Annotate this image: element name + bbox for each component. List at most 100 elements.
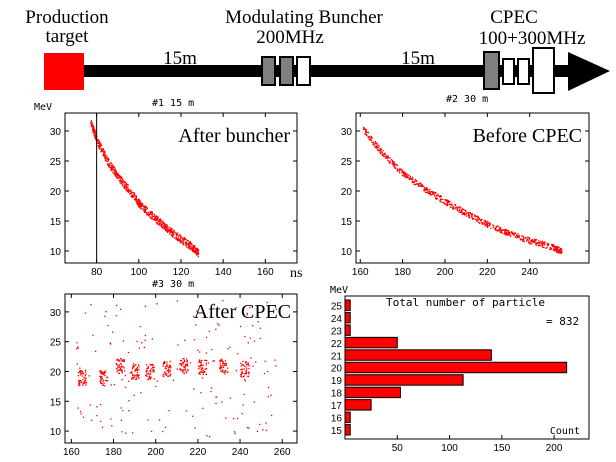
scatter-point — [161, 226, 164, 229]
scatter-point — [166, 374, 168, 376]
scatter-point — [141, 202, 144, 205]
scatter-point — [219, 365, 222, 367]
scatter-point — [418, 184, 420, 186]
scatter-point — [206, 359, 208, 362]
scatter-point — [477, 221, 480, 224]
scatter-point — [539, 242, 541, 244]
scatter-point — [119, 177, 121, 180]
scatter-point — [528, 238, 530, 241]
scatter-point — [116, 359, 118, 361]
scatter-point — [199, 371, 201, 373]
scatter-point — [535, 242, 537, 244]
scatter-point — [99, 371, 102, 373]
scatter-point — [186, 242, 188, 245]
scatter-point — [103, 374, 105, 376]
scatter-point — [492, 224, 495, 227]
scatter-point — [132, 196, 135, 198]
scatter-point — [137, 202, 139, 204]
scatter-point — [117, 174, 119, 176]
scatter-point — [101, 150, 103, 153]
scatter-point — [489, 224, 491, 226]
beam-pipe — [84, 65, 574, 77]
y-tick-label: 30 — [341, 127, 353, 138]
scatter-point — [499, 228, 501, 231]
scatter-point — [204, 359, 207, 362]
scatter-point — [205, 373, 207, 376]
scatter-point — [448, 204, 450, 206]
scatter-point — [118, 176, 121, 178]
scatter-point — [481, 223, 483, 225]
scatter-point — [164, 227, 167, 229]
scatter-point — [135, 195, 137, 197]
scatter-point — [245, 361, 247, 363]
scatter-point — [504, 233, 506, 235]
scatter-point — [146, 369, 148, 372]
scatter-point — [172, 379, 175, 381]
scatter-point — [407, 176, 409, 179]
scatter-point — [180, 240, 182, 242]
scatter-point — [150, 370, 152, 372]
scatter-point — [458, 211, 461, 213]
scatter-point — [176, 368, 178, 370]
scatter-point — [489, 222, 491, 225]
scatter-point — [202, 373, 204, 375]
scatter-point — [499, 231, 501, 233]
y-tick-label: 16 — [331, 414, 343, 425]
panel-title: Before CPEC — [473, 125, 582, 147]
scatter-point — [156, 380, 158, 382]
scatter-point — [473, 215, 476, 217]
scatter-point — [196, 248, 198, 250]
scatter-point — [516, 236, 518, 238]
scatter-point — [275, 365, 277, 367]
scatter-point — [201, 371, 203, 374]
distance-label-2: 15m — [401, 48, 435, 69]
scatter-point — [557, 246, 559, 248]
histogram-bar — [344, 399, 372, 411]
scatter-point — [533, 238, 536, 240]
scatter-point — [137, 374, 139, 376]
scatter-point — [381, 153, 384, 155]
scatter-point — [398, 172, 401, 174]
scatter-point — [146, 367, 149, 370]
scatter-point — [137, 368, 139, 370]
scatter-point — [408, 174, 410, 177]
scatter-point — [180, 364, 183, 367]
scatter-point — [148, 373, 150, 375]
scatter-point — [99, 375, 102, 378]
scatter-point — [183, 372, 185, 375]
scatter-point — [113, 169, 115, 171]
scatter-point — [430, 191, 432, 193]
panel-header: #2 30 m — [446, 94, 488, 105]
scatter-point — [202, 364, 204, 367]
scatter-point — [372, 143, 374, 145]
scatter-point — [206, 435, 208, 437]
scatter-point — [163, 360, 166, 363]
scatter-point — [118, 372, 120, 374]
scatter-point — [85, 377, 87, 380]
scatter-point — [180, 364, 182, 366]
scatter-point — [471, 213, 473, 215]
scatter-point — [460, 207, 462, 209]
scatter-point — [506, 229, 508, 231]
scatter-point — [393, 161, 395, 163]
scatter-point — [155, 221, 158, 224]
scatter-point — [157, 217, 159, 219]
scatter-point — [76, 342, 78, 344]
scatter-point — [155, 218, 158, 220]
scatter-point — [77, 374, 79, 377]
scatter-point — [189, 243, 191, 245]
scatter-point — [98, 140, 100, 142]
scatter-point — [199, 360, 201, 362]
scatter-point — [112, 165, 114, 167]
scatter-point — [184, 238, 186, 240]
scatter-point — [76, 348, 78, 350]
scatter-point — [556, 251, 558, 253]
scatter-point — [416, 180, 418, 182]
scatter-point — [119, 366, 121, 369]
scatter-point — [138, 369, 140, 371]
scatter-point — [426, 191, 429, 193]
scatter-point — [109, 342, 111, 344]
scatter-point — [378, 145, 380, 147]
scatter-point — [471, 217, 474, 220]
scatter-point — [274, 359, 276, 361]
